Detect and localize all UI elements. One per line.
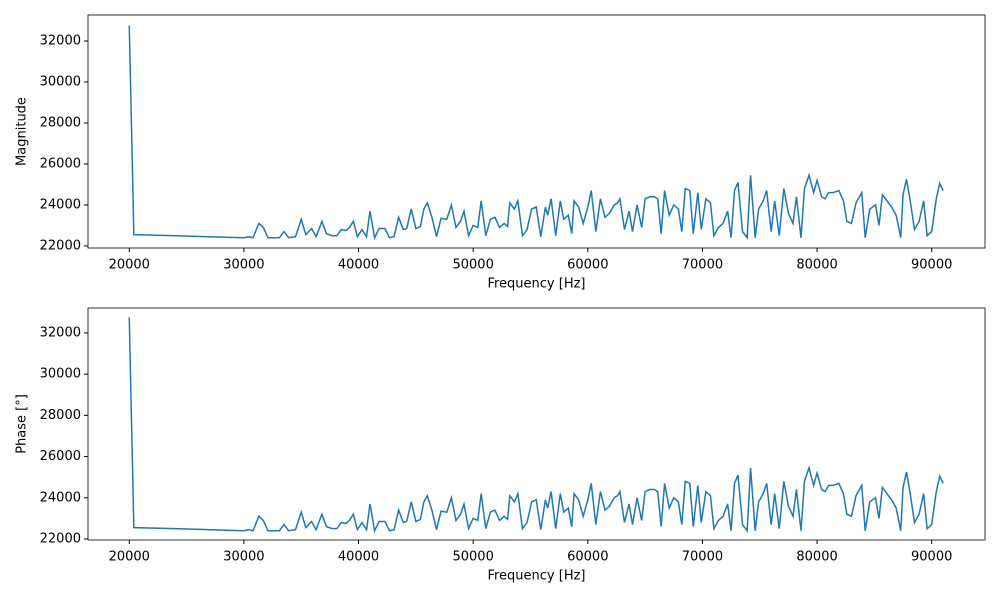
y-tick-label: 24000 xyxy=(40,490,81,505)
x-tick-label: 60000 xyxy=(567,550,608,565)
x-tick-label: 40000 xyxy=(338,550,379,565)
x-tick-label: 20000 xyxy=(109,550,150,565)
y-tick-label: 26000 xyxy=(40,156,81,171)
x-axis-label: Frequency [Hz] xyxy=(487,569,585,584)
y-tick-label: 30000 xyxy=(40,367,81,382)
y-tick-label: 22000 xyxy=(40,531,81,546)
x-axis-label: Frequency [Hz] xyxy=(487,277,585,292)
x-tick-label: 90000 xyxy=(911,258,952,273)
y-tick-label: 30000 xyxy=(40,75,81,90)
y-axis-label: Magnitude xyxy=(15,97,30,166)
y-tick-label: 22000 xyxy=(40,238,81,253)
x-tick-label: 50000 xyxy=(452,258,493,273)
x-tick-label: 50000 xyxy=(452,550,493,565)
x-tick-label: 80000 xyxy=(796,258,837,273)
y-tick-label: 24000 xyxy=(40,197,81,212)
x-tick-label: 80000 xyxy=(796,550,837,565)
y-tick-label: 32000 xyxy=(40,34,81,49)
x-tick-label: 40000 xyxy=(338,258,379,273)
x-tick-label: 70000 xyxy=(682,550,723,565)
y-tick-label: 28000 xyxy=(40,408,81,423)
y-tick-label: 28000 xyxy=(40,115,81,130)
y-tick-label: 26000 xyxy=(40,449,81,464)
x-tick-label: 30000 xyxy=(223,550,264,565)
x-tick-label: 60000 xyxy=(567,258,608,273)
x-tick-label: 20000 xyxy=(109,258,150,273)
y-tick-label: 32000 xyxy=(40,325,81,340)
x-tick-label: 70000 xyxy=(682,258,723,273)
x-tick-label: 30000 xyxy=(223,258,264,273)
y-axis-label: Phase [°] xyxy=(15,394,30,454)
data-line xyxy=(128,25,944,241)
x-tick-label: 90000 xyxy=(911,550,952,565)
data-line xyxy=(128,317,944,534)
axes-frame xyxy=(87,14,986,249)
axes-frame xyxy=(87,307,986,541)
